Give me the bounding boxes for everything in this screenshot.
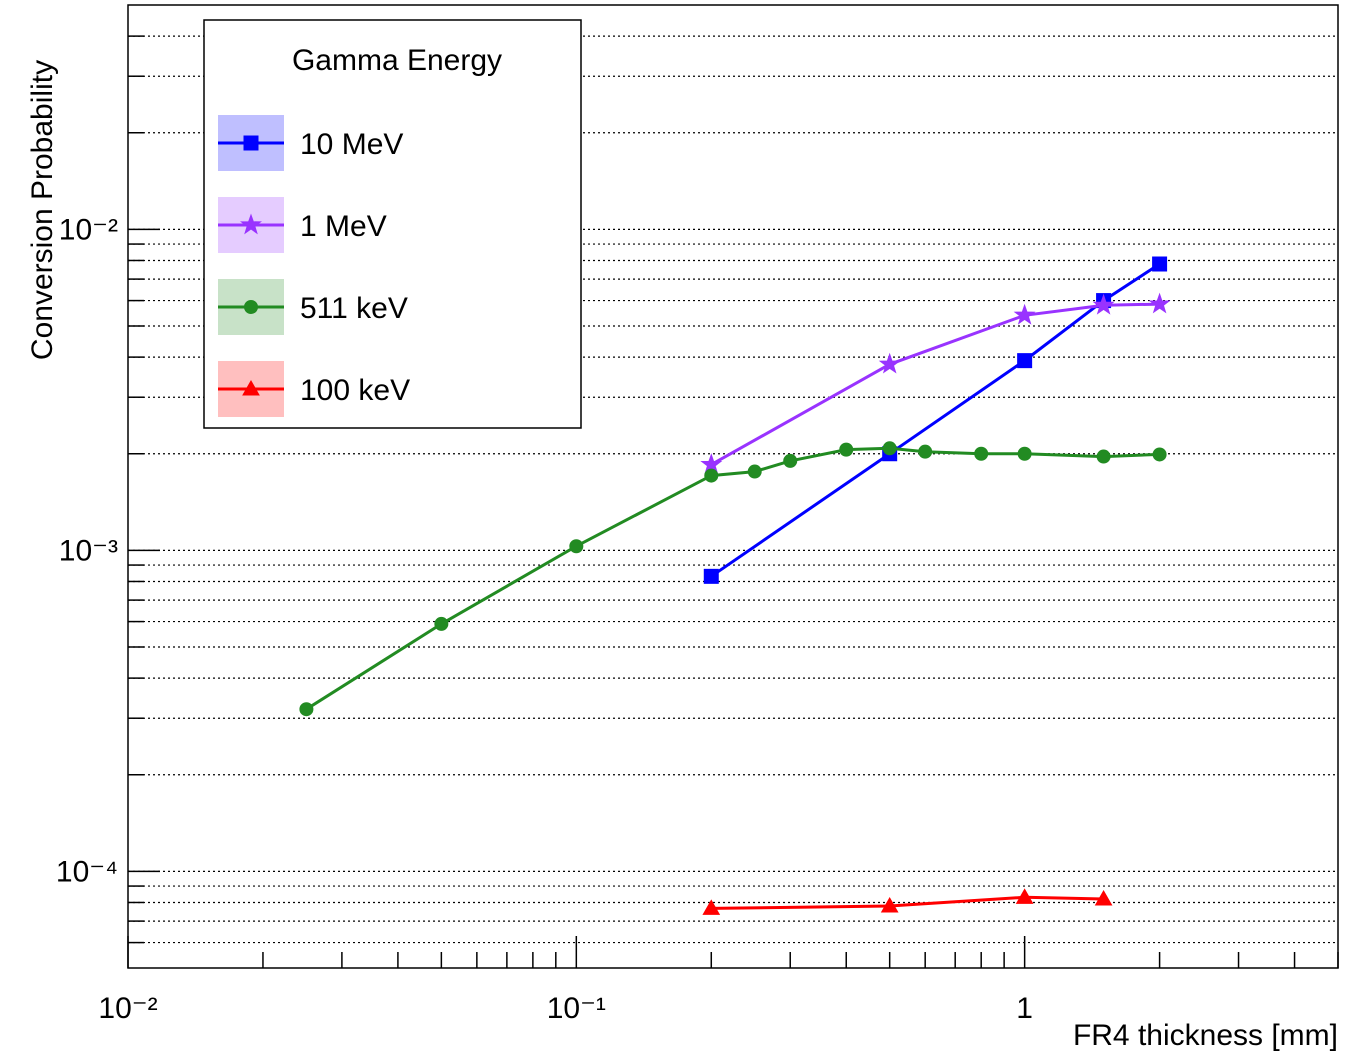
marker: [702, 899, 721, 915]
legend-title: Gamma Energy: [292, 44, 502, 77]
series-line: [711, 895, 1104, 910]
x-tick-label: 10⁻¹: [547, 992, 606, 1025]
y-tick-label: 10⁻³: [59, 534, 118, 567]
marker: [1017, 353, 1033, 369]
marker: [1013, 303, 1036, 325]
marker: [243, 135, 259, 151]
marker: [882, 441, 897, 456]
series-line: [710, 262, 1161, 578]
marker: [242, 379, 260, 396]
legend-label: 10 MeV: [300, 128, 403, 161]
marker: [244, 300, 258, 314]
legend-label: 100 keV: [300, 374, 410, 407]
y-tick-label: 10⁻⁴: [56, 855, 118, 888]
x-axis-title: FR4 thickness [mm]: [1073, 1019, 1338, 1052]
marker: [783, 453, 798, 468]
marker: [918, 444, 933, 459]
marker: [1152, 256, 1168, 272]
marker: [747, 464, 762, 479]
legend-label: 511 keV: [300, 292, 408, 325]
marker: [569, 539, 584, 554]
marker: [299, 702, 314, 717]
marker: [703, 568, 719, 584]
marker: [839, 442, 854, 457]
marker: [1152, 447, 1167, 462]
marker: [1092, 293, 1115, 315]
marker: [1096, 449, 1111, 464]
marker: [240, 213, 262, 235]
marker: [1094, 890, 1113, 906]
marker: [1017, 446, 1032, 461]
series-line: [305, 446, 1160, 711]
series-line: [710, 302, 1160, 466]
marker: [1015, 888, 1034, 904]
marker: [878, 352, 901, 374]
marker: [880, 896, 899, 913]
marker: [974, 446, 989, 461]
legend: Gamma Energy 10 MeV 1 MeV 511 keV 100 keV: [203, 19, 582, 429]
plot-frame: [127, 4, 1339, 969]
y-axis-title: Conversion Probability: [26, 60, 59, 360]
marker: [1148, 292, 1171, 314]
x-tick-label: 10⁻²: [98, 992, 157, 1025]
y-tick-label: 10⁻²: [59, 213, 118, 246]
x-tick-label: 1: [1016, 992, 1033, 1025]
marker: [434, 616, 449, 631]
marker: [704, 468, 719, 483]
legend-label: 1 MeV: [300, 210, 387, 243]
